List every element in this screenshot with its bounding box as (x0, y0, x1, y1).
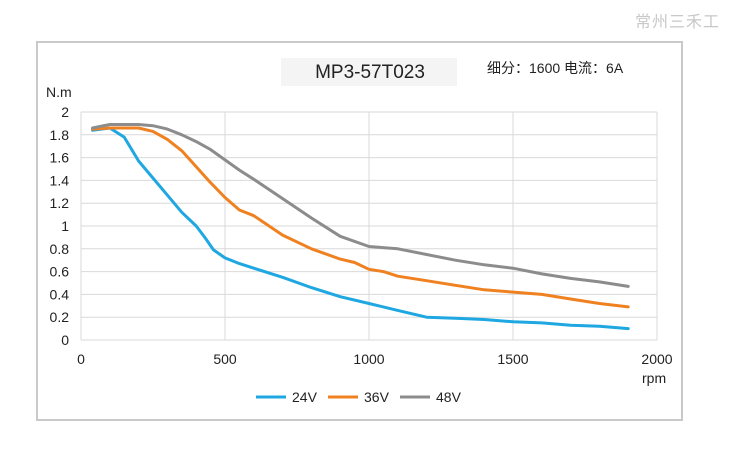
series-lines (91, 123, 630, 331)
series-line-36V (91, 126, 630, 309)
title-background (281, 58, 457, 86)
series-line-24V (91, 126, 630, 331)
x-tick-label: 0 (77, 351, 85, 367)
y-axis-label: N.m (46, 84, 72, 100)
y-tick-label: 1.6 (50, 150, 70, 166)
x-tick-label: 500 (213, 351, 237, 367)
y-tick-label: 1.2 (50, 195, 70, 211)
x-tick-label: 1000 (353, 351, 384, 367)
y-tick-label: 0.8 (50, 241, 70, 257)
chart-frame (36, 41, 683, 421)
x-axis-label: rpm (642, 370, 666, 386)
y-tick-label: 0 (61, 332, 69, 348)
series-line-48V (91, 123, 630, 288)
y-tick-label: 0.6 (50, 264, 70, 280)
axes: 0 0.2 0.4 0.6 0.8 1 1.2 1.4 1.6 1.8 2 0 500 1000 1500 2… (50, 104, 673, 367)
watermark-text: 常州三禾工 (634, 12, 720, 31)
grid (80, 111, 658, 341)
chart-subtitle: 细分：1600 电流：6A (487, 60, 624, 76)
y-tick-label: 1.4 (50, 172, 70, 188)
y-tick-label: 1.8 (50, 127, 70, 143)
legend-label-48V: 48V (436, 389, 462, 405)
x-tick-label: 1500 (497, 351, 528, 367)
y-tick-label: 1 (61, 218, 69, 234)
y-tick-label: 0.4 (50, 286, 70, 302)
x-tick-label: 2000 (641, 351, 672, 367)
y-tick-label: 0.2 (50, 309, 70, 325)
chart-title: MP3-57T023 (315, 62, 425, 83)
legend-label-36V: 36V (364, 389, 390, 405)
legend: 24V 36V 48V (256, 389, 462, 405)
legend-label-24V: 24V (292, 389, 318, 405)
y-tick-label: 2 (61, 104, 69, 120)
